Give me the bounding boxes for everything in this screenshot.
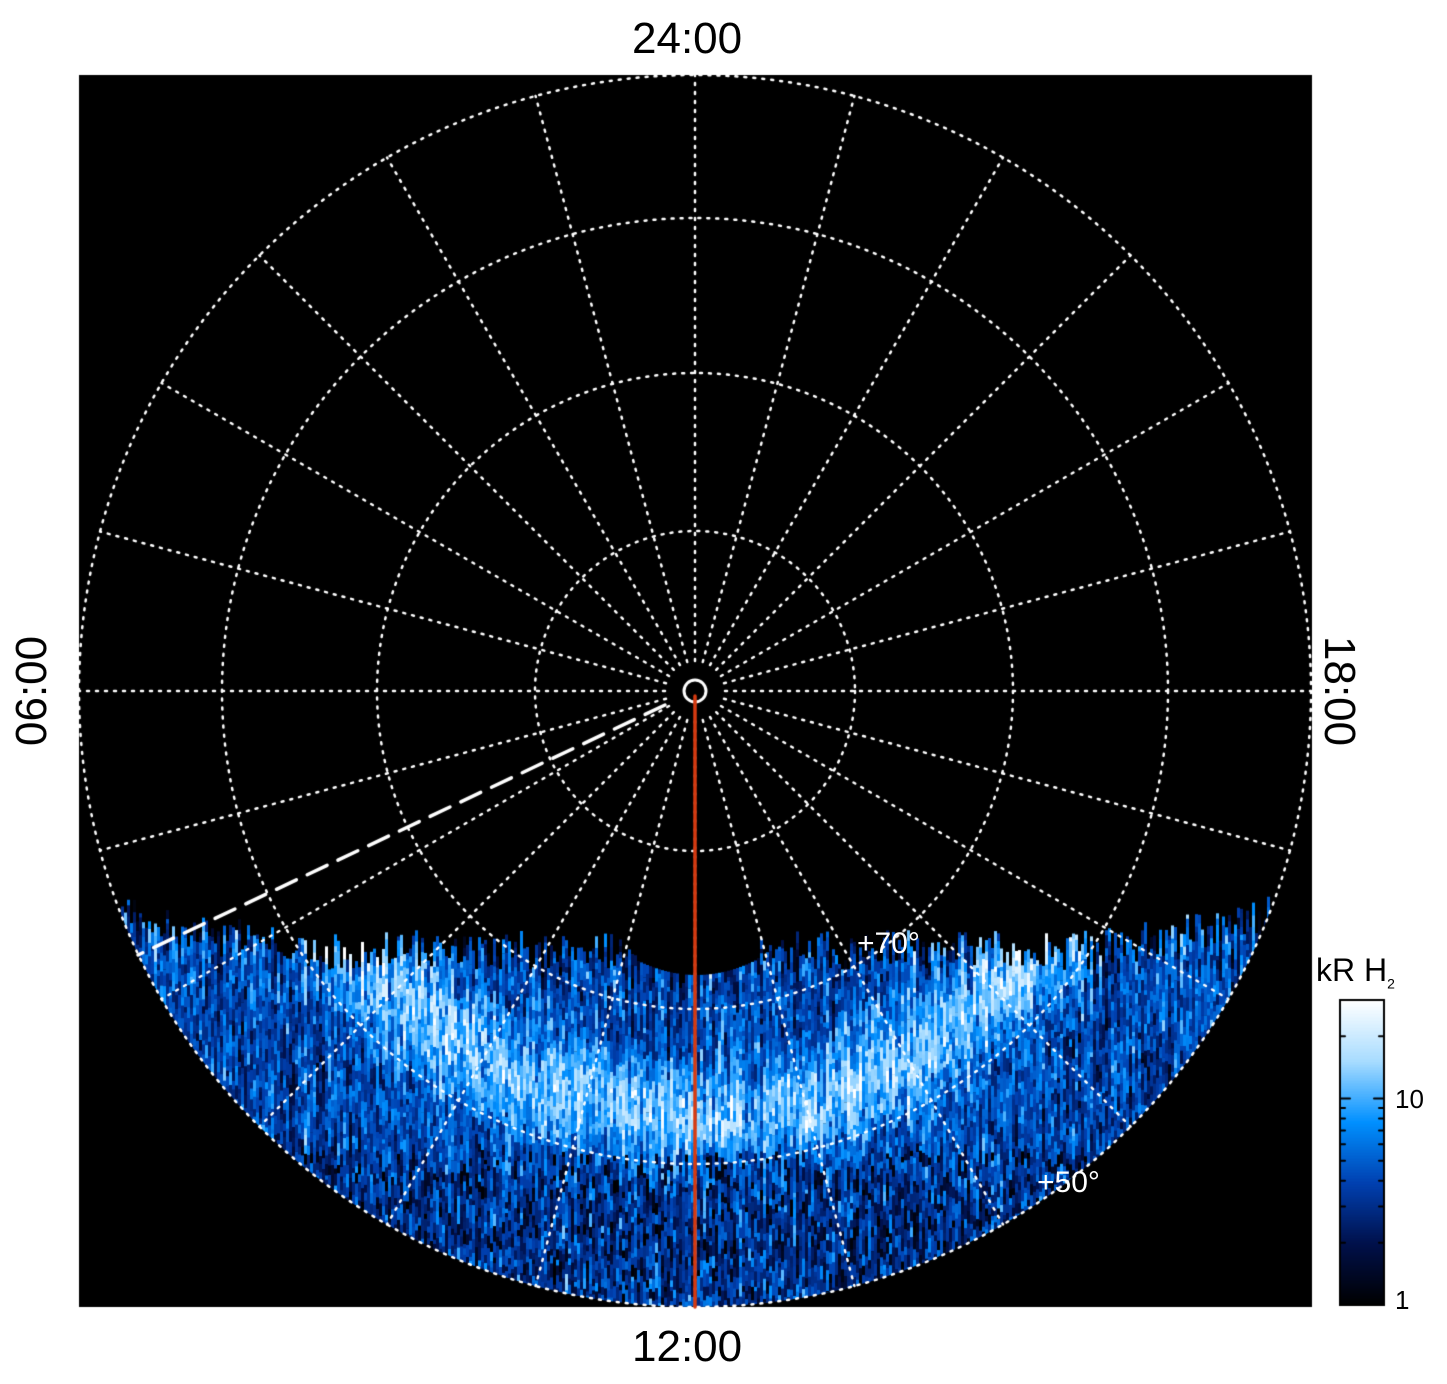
local-time-label-top: 24:00	[632, 14, 743, 63]
colorbar-title: kR H2	[1316, 952, 1395, 991]
local-time-label-right: 18:00	[1315, 635, 1365, 747]
latitude-label-50: +50°	[1037, 1166, 1100, 1199]
colorbar-tick-1: 1	[1395, 1285, 1410, 1315]
local-time-label-bottom: 12:00	[632, 1322, 743, 1371]
colorbar-title-subscript: 2	[1387, 975, 1395, 992]
latitude-label-70: +70°	[857, 927, 920, 960]
colorbar-tick-10: 10	[1395, 1084, 1424, 1114]
local-time-label-left: 06:00	[7, 635, 57, 747]
colorbar-title-text: kR H	[1316, 952, 1388, 988]
